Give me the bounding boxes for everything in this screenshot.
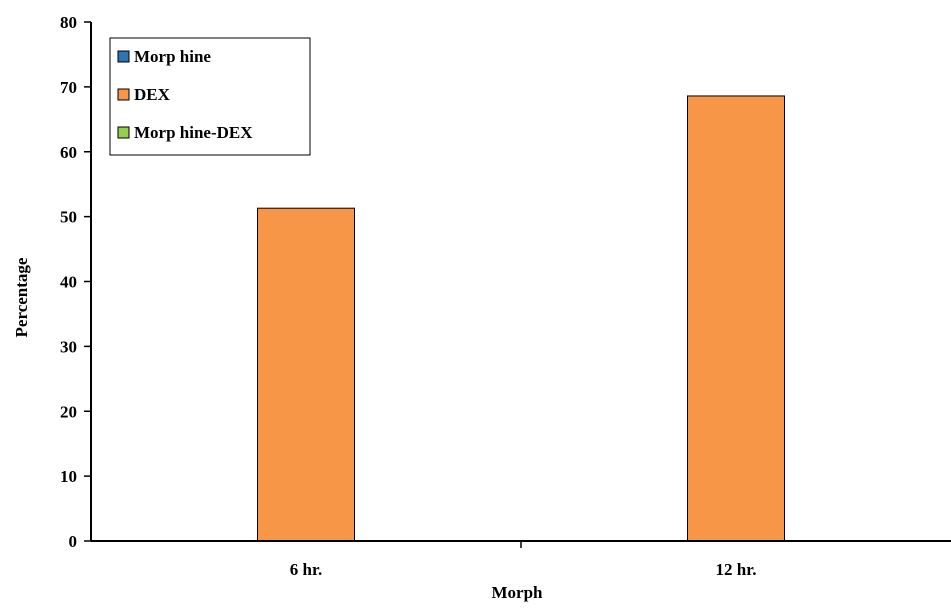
legend-swatch [117,88,130,101]
y-tick-label: 20 [60,402,77,421]
y-tick-label: 30 [60,337,77,356]
y-tick-label: 70 [60,78,77,97]
y-tick-label: 40 [60,273,77,292]
bar [257,207,355,542]
legend-swatch [117,50,130,63]
bars [257,95,785,542]
y-tick-label: 50 [60,208,77,227]
x-tick-label: 6 hr. [290,560,322,579]
y-tick-label: 0 [69,532,78,551]
y-tick-label: 60 [60,143,77,162]
legend-label: DEX [134,85,171,104]
x-axis-ticks: 6 hr. 12 hr. [290,541,757,579]
legend-swatch [117,126,130,139]
y-axis-title: Percentage [12,257,31,337]
x-axis-title: Morph [492,583,544,602]
legend: Morp hine DEX Morp hine-DEX [109,37,311,156]
legend-label: Morp hine [134,47,211,66]
legend-box [109,37,311,156]
y-tick-label: 80 [60,13,77,32]
x-tick-label: 12 hr. [716,560,757,579]
y-tick-label: 10 [60,467,77,486]
legend-label: Morp hine-DEX [134,123,253,142]
y-axis-ticks: 0 10 20 30 40 50 60 70 80 [60,13,91,551]
bar [687,95,785,542]
